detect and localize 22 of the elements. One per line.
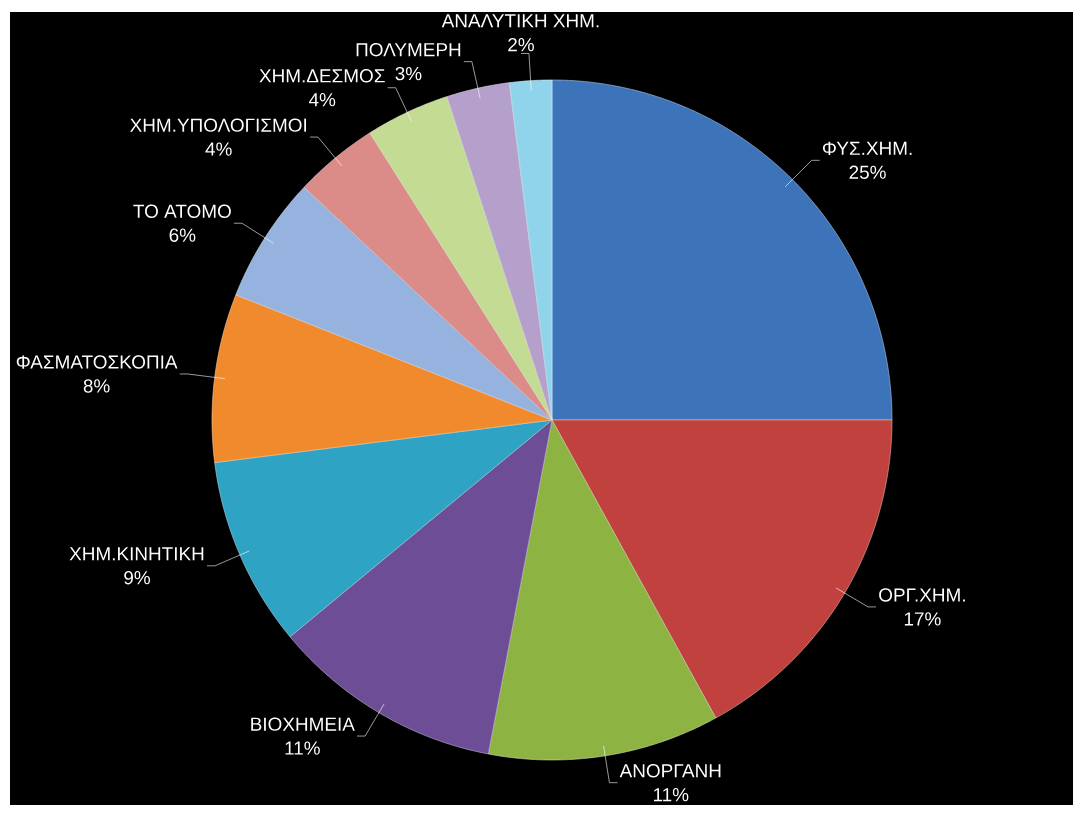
data-label: 4% [308,93,336,107]
slice-label: ΠΟΛΥΜΕΡΗ [356,42,461,57]
data-label: 4% [205,142,232,156]
data-label: 8% [83,379,110,393]
slice-label: ΧΗΜ.ΔΕΣΜΟΣ [259,69,385,83]
slice-label: ΒΙΟΧΗΜΕΙΑ [251,717,355,731]
slice-label: ΧΗΜ.ΚΙΝΗΤΙΚΗ [69,547,204,561]
slice-label: ΧΗΜ.ΥΠΟΛΟΓΙΣΜΟΙ [130,118,307,132]
slice-label: ΦΥΣ.ΧΗΜ. [822,141,912,155]
slice-label: ΑΝΑΛΥΤΙΚΗ ΧΗΜ. [441,14,599,28]
data-label: 25% [849,165,886,179]
slice-label: ΑΝΟΡΓΑΝΗ [619,764,721,778]
data-label: 2% [508,37,534,52]
slice-label: ΦΑΣΜΑΤΟΣΚΟΠΙΑ [16,355,178,369]
data-label: 17% [904,612,941,626]
data-label: 11% [653,788,689,802]
data-label: 6% [169,228,196,242]
data-label: 9% [124,570,150,585]
data-label: 3% [395,66,422,81]
slice-label: ΟΡΓ.ΧΗΜ. [879,588,965,602]
data-label: 11% [285,741,320,755]
slice-label: ΤΟ ΑΤΟΜΟ [133,204,231,218]
